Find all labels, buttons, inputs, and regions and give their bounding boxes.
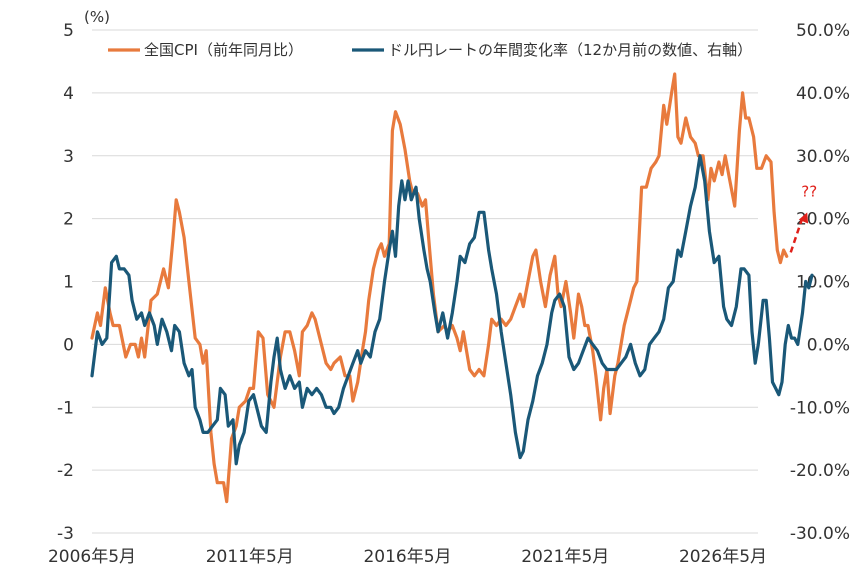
legend-label: 全国CPI（前年同月比）	[144, 41, 303, 59]
right-tick-label: 30.0%	[796, 147, 850, 167]
annotation-arrow-head	[798, 212, 809, 224]
x-tick-label: 2006年5月	[48, 547, 136, 567]
right-tick-label: 50.0%	[796, 21, 850, 41]
right-axis-ticks: 50.0%40.0%30.0%20.0%10.0%0.0%-10.0%-20.0…	[790, 21, 850, 544]
left-tick-label: 0	[63, 335, 74, 355]
right-tick-label: -20.0%	[790, 461, 850, 481]
left-axis-ticks: 5 4 3 2 1 0 -1 -2 -3	[57, 21, 74, 544]
right-tick-label: 40.0%	[796, 84, 850, 104]
left-tick-label: -3	[57, 524, 74, 544]
series-line-cpi	[90, 72, 789, 504]
right-tick-label: 20.0%	[796, 210, 850, 230]
left-tick-label: 5	[63, 21, 74, 41]
series-lines	[90, 72, 814, 504]
gridlines	[92, 29, 758, 534]
left-tick-label: 3	[63, 147, 74, 167]
x-tick-label: 2016年5月	[363, 547, 451, 567]
legend-label: ドル円レートの年間変化率（12か月前の数値、右軸）	[388, 41, 752, 59]
left-axis-unit: (%)	[84, 8, 110, 26]
legend: 全国CPI（前年同月比） ドル円レートの年間変化率（12か月前の数値、右軸）	[108, 41, 752, 59]
right-tick-label: 0.0%	[807, 335, 850, 355]
series-line-usdjpy	[90, 154, 814, 466]
x-tick-label: 2026年5月	[679, 547, 767, 567]
x-tick-label: 2011年5月	[206, 547, 294, 567]
annotation-arrow-line	[789, 214, 805, 253]
left-tick-label: 1	[63, 273, 74, 293]
x-axis-ticks: 2006年5月 2011年5月 2016年5月 2021年5月 2026年5月	[48, 547, 767, 567]
left-tick-label: -2	[57, 461, 74, 481]
annotation: ??	[789, 182, 817, 253]
right-tick-label: -10.0%	[790, 398, 850, 418]
left-tick-label: -1	[57, 398, 74, 418]
left-tick-label: 4	[63, 84, 74, 104]
right-tick-label: -30.0%	[790, 524, 850, 544]
left-tick-label: 2	[63, 210, 74, 230]
annotation-label: ??	[801, 182, 817, 200]
x-tick-label: 2021年5月	[521, 547, 609, 567]
